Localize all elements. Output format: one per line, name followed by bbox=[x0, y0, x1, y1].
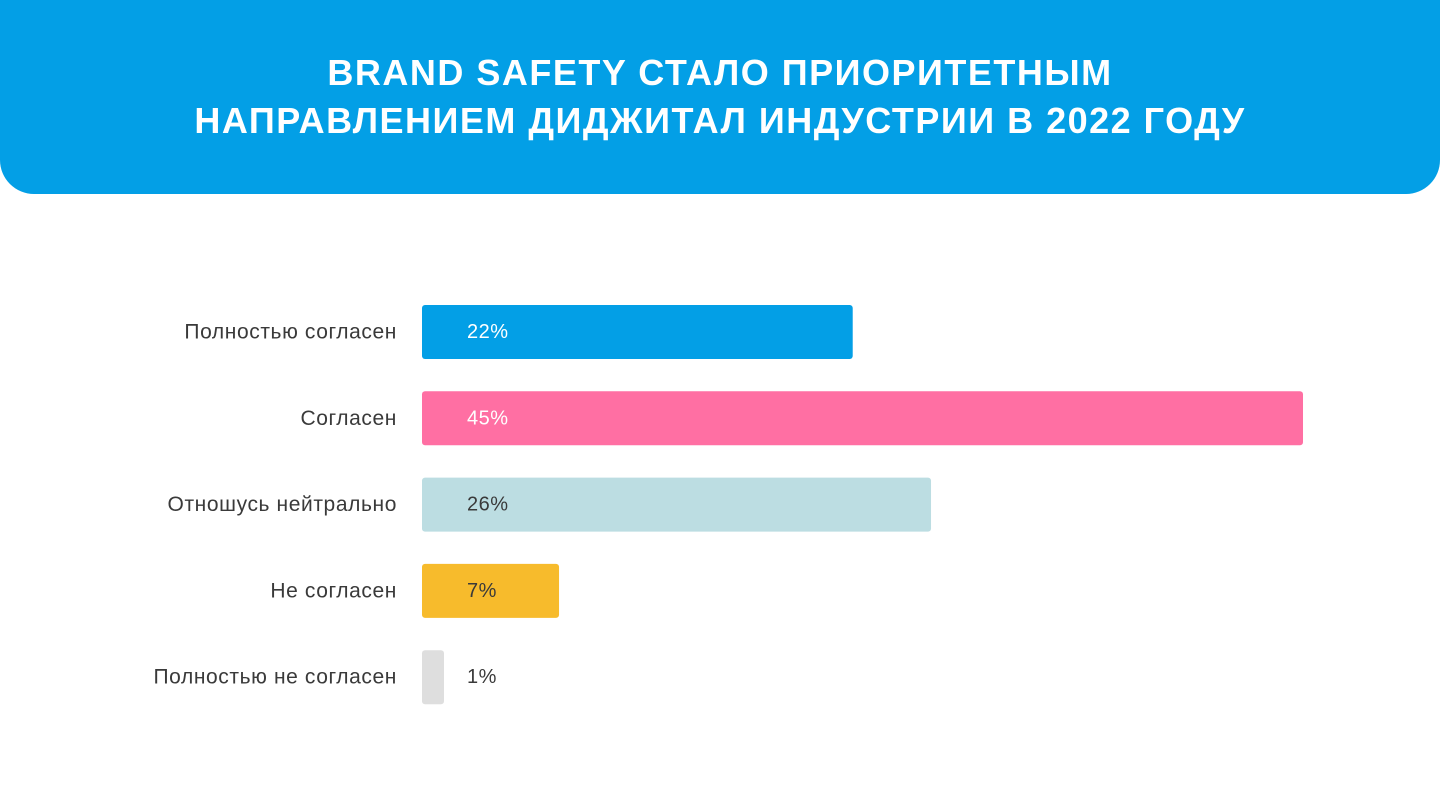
value-label-5: 1% bbox=[467, 666, 497, 688]
value-label-4: 7% bbox=[467, 580, 497, 602]
value-label-3: 26% bbox=[467, 494, 509, 516]
header-banner: BRAND SAFETY СТАЛО ПРИОРИТЕТНЫМ НАПРАВЛЕ… bbox=[0, 0, 1440, 194]
value-label-2: 45% bbox=[467, 407, 509, 429]
title-line-1: BRAND SAFETY СТАЛО ПРИОРИТЕТНЫМ bbox=[327, 52, 1113, 93]
value-label-1: 22% bbox=[467, 321, 509, 343]
bar-1 bbox=[422, 305, 853, 359]
category-label-2: Согласен bbox=[300, 407, 397, 430]
bar-5 bbox=[422, 650, 444, 705]
category-label-1: Полностью согласен bbox=[184, 321, 397, 344]
category-label-3: Отношусь нейтрально bbox=[168, 493, 397, 516]
category-label-5: Полностью не согласен bbox=[153, 666, 397, 689]
title-line-2: НАПРАВЛЕНИЕМ ДИДЖИТАЛ ИНДУСТРИИ В 2022 Г… bbox=[194, 100, 1246, 141]
bar-3 bbox=[422, 477, 932, 532]
category-label-4: Не согласен bbox=[270, 579, 397, 602]
bar-2 bbox=[422, 391, 1303, 446]
bar-4 bbox=[422, 563, 560, 618]
